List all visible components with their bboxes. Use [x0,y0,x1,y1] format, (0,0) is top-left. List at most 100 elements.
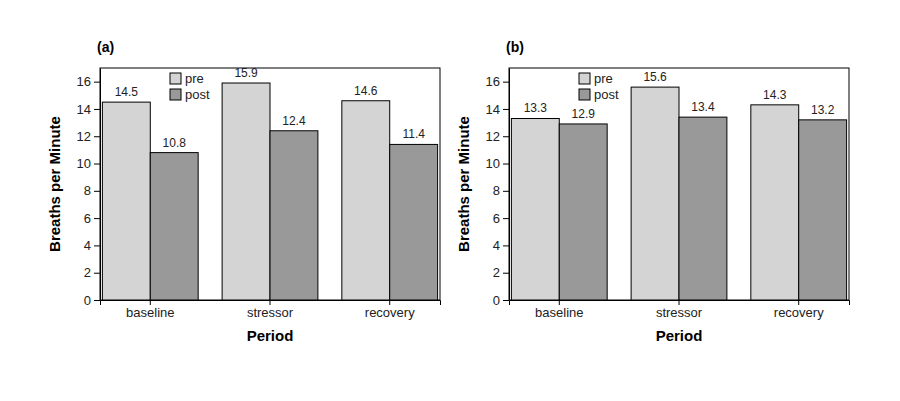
tick-label: 6 [84,211,91,226]
y-axis-title: Breaths per Minute [455,116,472,252]
y-axis-title: Breaths per Minute [46,116,63,252]
tick-mark [94,245,100,246]
bar [150,153,198,300]
tick: baseline [126,300,174,320]
data-label: 14.3 [763,88,787,102]
tick-mark [94,82,100,83]
tick: 12 [77,129,100,144]
tick: stressor [247,300,294,320]
data-label: 13.4 [691,100,715,114]
tick: 8 [493,183,509,198]
legend-label: pre [594,71,613,86]
data-label: 13.3 [524,101,548,115]
tick: 2 [493,265,509,280]
bar [631,87,679,300]
x-axis-title: Period [247,327,294,344]
bar [222,83,270,300]
data-label: 11.4 [402,127,425,141]
legend: prepost [170,71,210,102]
tick: recovery [365,300,415,320]
tick: 16 [486,74,509,89]
tick: 2 [84,265,100,280]
data-label: 15.9 [234,66,258,80]
panel: 14.515.914.610.812.411.40246810121416bas… [46,39,441,344]
bar [751,105,799,300]
axis-line [509,69,510,301]
tick-label: 12 [77,129,91,144]
legend-swatch [579,73,590,84]
bars [511,87,846,300]
tick-label: 14 [77,102,91,117]
x-axis: baseline stressor recovery [101,300,441,320]
title: (a) [97,39,114,55]
tick: 14 [486,102,509,117]
data-label: 12.4 [282,114,306,128]
tick-label: stressor [247,305,294,320]
tick-label: 12 [486,129,500,144]
tick: 0 [493,293,509,308]
plot-frame [509,68,849,300]
tick: baseline [535,300,583,320]
tick: 14 [77,102,100,117]
tick-mark [94,136,100,137]
data-label: 14.5 [115,85,139,99]
tick: 4 [493,238,509,253]
axis-line [100,69,101,301]
tick-label: 0 [84,293,91,308]
tick: 6 [493,211,509,226]
bars [102,83,437,300]
tick: 10 [486,156,509,171]
legend-label: pre [185,71,204,86]
tick-label: 6 [493,211,500,226]
tick-label: baseline [535,305,583,320]
tick-label: 2 [84,265,91,280]
data-label: 14.6 [354,84,378,98]
chart-canvas: 14.515.914.610.812.411.40246810121416bas… [0,0,900,401]
tick-label: baseline [126,305,174,320]
legend-label: post [594,87,619,102]
bar [390,144,438,300]
tick-label: 8 [493,183,500,198]
bar [342,101,390,300]
data-label: 15.6 [643,70,667,84]
tick-label: recovery [365,305,415,320]
tick: 8 [84,183,100,198]
tick-mark [503,273,509,274]
bar [799,120,847,300]
tick-mark [503,245,509,246]
y-axis: 0 2 4 6 8 10 12 14 16 [77,69,101,308]
tick-mark [503,109,509,110]
tick-mark [94,191,100,192]
tick-mark [503,218,509,219]
tick-label: 8 [84,183,91,198]
bar [511,118,559,300]
y-axis: 0 2 4 6 8 10 12 14 16 [486,69,510,308]
tick-mark [503,191,509,192]
tick-mark [503,300,509,301]
tick-mark [503,82,509,83]
tick-label: 2 [493,265,500,280]
tick: 10 [77,156,100,171]
tick-label: 16 [77,74,91,89]
tick-label: 14 [486,102,500,117]
tick-mark [94,164,100,165]
tick-label: 16 [486,74,500,89]
tick: 0 [84,293,100,308]
tick-mark [94,109,100,110]
tick-mark [94,218,100,219]
tick-label: recovery [774,305,824,320]
tick-label: 10 [486,156,500,171]
tick-mark [503,136,509,137]
plot-frame [100,68,440,300]
tick: 4 [84,238,100,253]
tick-mark [94,273,100,274]
title: (b) [506,39,524,55]
x-axis-title: Period [656,327,703,344]
legend-swatch [170,73,181,84]
x-axis: baseline stressor recovery [510,300,850,320]
bar [270,131,318,300]
tick: stressor [656,300,703,320]
tick: 6 [84,211,100,226]
tick: 16 [77,74,100,89]
data-label: 12.9 [572,107,596,121]
